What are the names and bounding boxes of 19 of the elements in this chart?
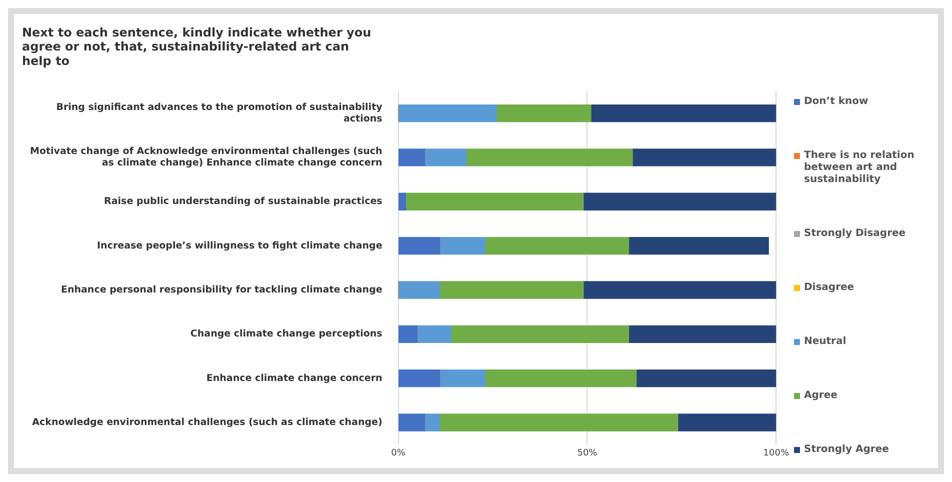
legend-label: There is no relation between art and sustainability [804, 150, 916, 186]
y-tick-label: Enhance climate change concern [206, 372, 383, 384]
y-tick-label: Acknowledge environmental challenges (such as climate change) [32, 416, 382, 428]
y-tick-label: Change climate change perceptions [190, 328, 383, 340]
y-tick-label: Increase people’s willingness to fight climate change [97, 240, 382, 252]
y-tick-label: Bring significant advances to the promotion of sustainability actions [56, 102, 384, 124]
legend-label: Don’t know [804, 96, 868, 108]
x-tick-label: 0% [391, 448, 406, 458]
legend-label: Strongly Agree [804, 444, 889, 456]
legend-label: Strongly Disagree [804, 228, 906, 240]
y-tick-label: Motivate change of Acknowledge environmental challenges (such as climate change) Enhance climate change concern [30, 146, 383, 169]
legend-label: Neutral [804, 336, 846, 348]
x-tick-label: 50% [577, 448, 598, 458]
x-tick-label: 100% [763, 448, 790, 458]
legend-label: Disagree [804, 282, 854, 294]
legend-label: Agree [804, 390, 838, 402]
y-tick-label: Enhance personal responsibility for tackling climate change [61, 284, 382, 296]
text: Next to each sentence, kindly indicate whether you agree or not, that, sustainability-related art can help to [22, 25, 372, 68]
y-tick-label: Raise public understanding of sustainable practices [104, 196, 383, 208]
